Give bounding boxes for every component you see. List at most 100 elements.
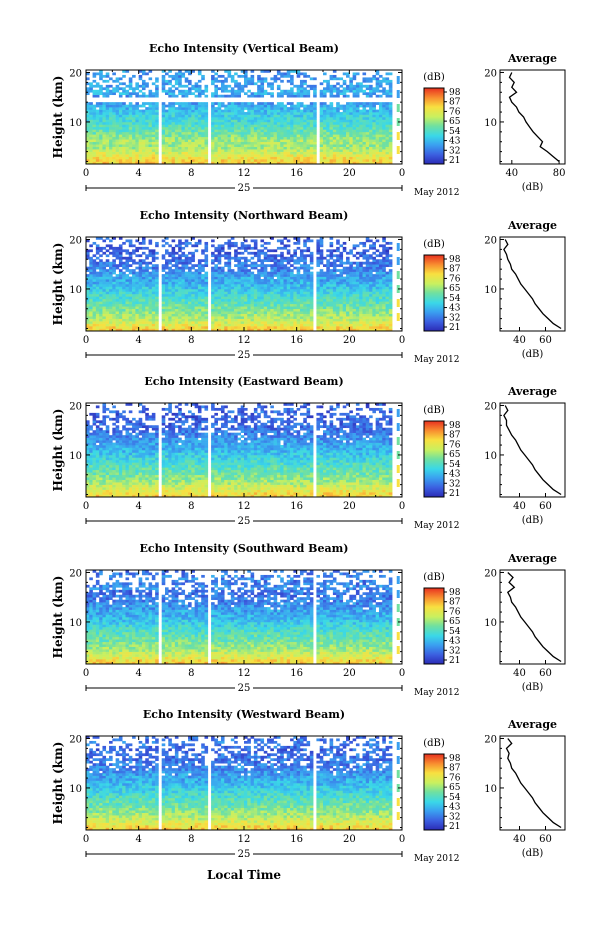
heatmap-cell xyxy=(89,281,93,285)
heatmap-cell xyxy=(174,271,179,275)
heatmap-cell xyxy=(204,134,209,138)
heatmap-cell xyxy=(151,264,156,267)
heatmap-cell xyxy=(303,121,307,125)
heatmap-cell xyxy=(105,301,110,305)
heatmap-cell xyxy=(125,154,130,157)
heatmap-cell xyxy=(270,139,274,143)
heatmap-cell xyxy=(257,126,261,130)
heatmap-cell xyxy=(270,259,274,263)
heatmap-cell xyxy=(204,136,209,140)
heatmap-cell xyxy=(118,156,123,160)
heatmap-cell xyxy=(280,131,284,135)
heatmap-cell xyxy=(181,84,186,88)
heatmap-cell xyxy=(141,156,146,160)
heatmap-cell xyxy=(118,131,123,135)
heatmap-cell xyxy=(188,301,192,305)
heatmap-cell xyxy=(220,131,225,135)
heatmap-cell xyxy=(197,154,202,157)
heatmap-cell xyxy=(286,129,291,133)
heatmap-cell xyxy=(184,271,189,275)
heatmap-cell xyxy=(388,109,393,113)
heatmap-cell xyxy=(313,149,317,152)
heatmap-cell xyxy=(323,119,327,123)
heatmap-cell xyxy=(352,124,357,128)
heatmap-cell xyxy=(217,154,222,157)
heatmap-cell xyxy=(99,328,103,332)
heatmap-cell xyxy=(118,126,123,130)
heatmap-cell xyxy=(244,246,248,250)
heatmap-cell xyxy=(306,119,311,123)
heatmap-cell xyxy=(151,117,156,120)
heatmap-cell xyxy=(151,144,156,147)
heatmap-cell xyxy=(92,124,97,128)
heatmap-cell xyxy=(99,87,103,91)
heatmap-cell xyxy=(148,286,153,290)
heatmap-cell xyxy=(296,293,301,297)
heatmap-cell xyxy=(224,301,228,305)
heatmap-cell xyxy=(155,306,159,310)
heatmap-cell xyxy=(171,161,176,165)
heatmap-cell xyxy=(165,89,169,93)
heatmap-cell xyxy=(276,72,281,76)
heatmap-cell xyxy=(336,77,340,81)
heatmap-cell xyxy=(145,308,149,312)
heatmap-cell xyxy=(174,296,179,300)
heatmap-cell xyxy=(89,129,93,133)
heatmap-cell xyxy=(273,107,278,110)
heatmap-cell xyxy=(253,117,258,120)
heatmap-cell xyxy=(204,264,209,267)
heatmap-cell xyxy=(181,321,186,324)
heatmap-cell xyxy=(378,151,383,155)
heatmap-cell xyxy=(138,89,143,93)
heatmap-cell xyxy=(253,149,258,152)
heatmap-cell xyxy=(99,326,103,329)
heatmap-cell xyxy=(319,114,324,118)
heatmap-cell xyxy=(184,117,189,120)
heatmap-cell xyxy=(263,306,268,310)
heatmap-cell xyxy=(263,139,268,143)
heatmap-cell xyxy=(257,316,261,319)
heatmap-cell xyxy=(109,109,113,113)
heatmap-cell xyxy=(378,136,383,140)
heatmap-cell xyxy=(118,129,123,133)
heatmap-cell xyxy=(375,161,380,165)
heatmap-cell xyxy=(194,288,199,292)
heatmap-cell xyxy=(99,318,103,322)
heatmap-cell xyxy=(171,109,176,113)
heatmap-cell xyxy=(86,239,90,243)
heatmap-cell xyxy=(214,318,218,322)
heatmap-cell xyxy=(86,316,90,319)
heatmap-cell xyxy=(132,117,136,120)
heatmap-cell xyxy=(352,109,357,113)
heatmap-cell xyxy=(280,261,284,265)
heatmap-cell xyxy=(250,159,255,162)
heatmap-cell xyxy=(309,301,314,305)
heatmap-cell xyxy=(112,301,116,305)
heatmap-cell xyxy=(306,129,311,133)
heatmap-cell xyxy=(349,144,353,147)
heatmap-cell xyxy=(168,146,172,150)
heatmap-cell xyxy=(329,149,334,152)
heatmap-cell xyxy=(109,316,113,319)
heatmap-cell xyxy=(290,74,294,78)
heatmap-cell xyxy=(184,256,189,260)
heatmap-cell xyxy=(89,321,93,324)
heatmap-cell xyxy=(99,141,103,145)
heatmap-cell xyxy=(220,134,225,138)
heatmap-cell xyxy=(194,154,199,157)
heatmap-cell xyxy=(138,303,143,307)
heatmap-cell xyxy=(267,311,271,314)
heatmap-cell xyxy=(174,124,179,128)
heatmap-cell xyxy=(122,139,126,143)
heatmap-cell xyxy=(125,121,130,125)
heatmap-cell xyxy=(138,264,143,267)
heatmap-cell xyxy=(201,269,205,272)
heatmap-cell xyxy=(145,141,149,145)
heatmap-cell xyxy=(161,318,166,322)
heatmap-cell xyxy=(260,306,265,310)
heatmap-cell xyxy=(362,149,367,152)
heatmap-cell xyxy=(372,139,376,143)
heatmap-cell xyxy=(286,308,291,312)
heatmap-cell xyxy=(188,311,192,314)
heatmap-cell xyxy=(181,117,186,120)
